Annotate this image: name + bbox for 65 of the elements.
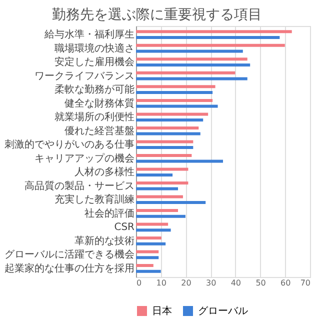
legend-label: 日本 [152,305,172,317]
bar [136,104,218,108]
bar [136,71,236,74]
bar [136,30,292,34]
x-tick-label: 60 [280,278,291,288]
bar [136,85,216,88]
bar [136,228,171,232]
y-tick-label: 革新的な技術 [74,234,134,247]
y-tick-label: グローバルに活躍できる機会 [4,248,134,261]
y-tick-label: 優れた経営基盤 [64,124,134,137]
bar [136,160,223,163]
bar [136,64,250,67]
y-tick-label: 充実した教育訓練 [54,194,134,206]
bar [136,77,248,80]
bar [136,132,200,136]
bar [136,264,154,267]
bar [136,208,178,212]
y-tick-label: CSR [114,222,135,234]
x-tick-label: 30 [206,278,216,288]
bar [136,214,186,218]
bar [136,44,285,47]
bar [136,140,194,144]
bar [136,168,188,171]
y-tick-label: 人材の多様性 [74,166,134,178]
bar [136,256,159,260]
bar [136,250,159,254]
legend-label: グローバル [198,306,248,317]
y-tick-label: 健全な財務体質 [64,97,134,110]
x-tick-label: 70 [300,278,310,288]
x-tick-label: 20 [181,278,192,288]
y-tick-label: 柔軟な勤務が可能 [54,84,134,96]
bar [136,187,178,190]
x-tick-label: 10 [156,278,166,288]
bar [136,174,173,177]
bar [136,58,248,61]
bar [136,146,194,150]
bar [136,50,243,53]
y-tick-label: 給与水準・福利厚生 [44,28,134,41]
y-tick-label: キャリアアップの機会 [34,152,134,164]
x-tick-label: 40 [230,278,242,288]
bar [136,236,162,240]
bar [136,201,206,204]
bar [136,112,208,116]
x-tick-label: 50 [256,278,266,288]
bar [136,195,183,198]
bar [136,154,192,157]
y-tick-label: 刺激的でやりがいのある仕事 [4,138,134,151]
x-tick-label: 0 [136,278,142,288]
bar [136,222,168,226]
y-tick-label: 高品質の製品・サービス [24,180,134,192]
chart-title: 勤務先を選ぶ際に重要視する項目 [52,7,262,23]
bar [136,98,213,102]
bar [136,118,204,122]
y-tick-label: ワークライフバランス [34,70,134,82]
bar [136,36,280,40]
y-tick-label: 社会的評価 [84,207,134,220]
bar [136,91,213,94]
bar [136,181,188,184]
y-tick-label: 就業場所の利便性 [54,111,134,124]
y-tick-label: 起業家的な仕事の仕方を採用 [4,262,134,274]
y-tick-label: 職場環境の快適さ [54,42,134,54]
bar [136,270,161,273]
bar [136,126,199,130]
bar [136,242,166,246]
y-tick-label: 安定した雇用機会 [54,56,134,68]
